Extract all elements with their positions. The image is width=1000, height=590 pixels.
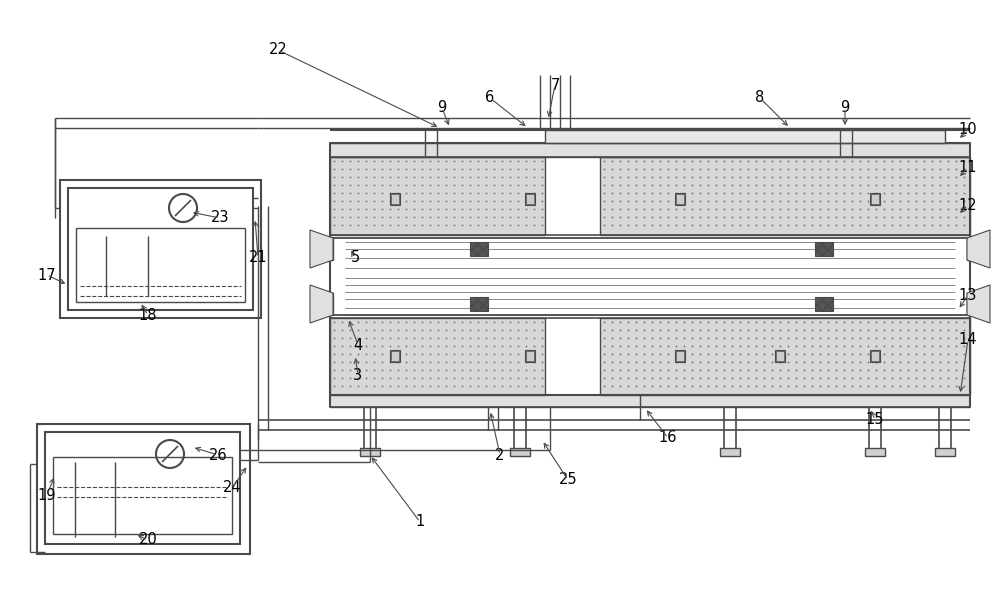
- Text: 9: 9: [840, 100, 850, 116]
- Bar: [37, 424, 250, 554]
- Bar: [76, 228, 245, 302]
- Text: 2: 2: [495, 447, 505, 463]
- Bar: [390, 193, 400, 205]
- Bar: [870, 193, 880, 205]
- Bar: [526, 351, 534, 361]
- Bar: [676, 194, 684, 204]
- Text: 16: 16: [659, 431, 677, 445]
- Text: 11: 11: [959, 160, 977, 175]
- Text: 10: 10: [959, 123, 977, 137]
- Bar: [676, 351, 684, 361]
- Bar: [391, 351, 399, 361]
- Text: 23: 23: [211, 211, 229, 225]
- Text: 5: 5: [350, 251, 360, 266]
- Bar: [871, 194, 879, 204]
- Text: 4: 4: [353, 337, 363, 352]
- Bar: [776, 351, 784, 361]
- Text: 22: 22: [269, 42, 287, 57]
- Text: 6: 6: [485, 90, 495, 106]
- Bar: [391, 194, 399, 204]
- Text: 26: 26: [209, 447, 227, 463]
- Bar: [870, 350, 880, 362]
- Bar: [775, 350, 785, 362]
- Bar: [315, 238, 333, 260]
- Bar: [865, 448, 885, 456]
- Bar: [470, 242, 488, 256]
- Bar: [675, 350, 685, 362]
- Bar: [330, 395, 970, 407]
- Bar: [871, 351, 879, 361]
- Bar: [315, 293, 333, 315]
- Bar: [525, 193, 535, 205]
- Bar: [935, 448, 955, 456]
- Text: 17: 17: [38, 267, 56, 283]
- Bar: [525, 350, 535, 362]
- Polygon shape: [967, 285, 990, 323]
- Text: 14: 14: [959, 333, 977, 348]
- Bar: [967, 238, 985, 260]
- Text: 3: 3: [353, 368, 363, 382]
- Polygon shape: [967, 230, 990, 268]
- Bar: [510, 448, 530, 456]
- Text: 15: 15: [866, 412, 884, 428]
- Text: 24: 24: [223, 480, 241, 496]
- Text: 20: 20: [139, 533, 157, 548]
- Polygon shape: [310, 285, 333, 323]
- Text: 9: 9: [437, 100, 447, 116]
- Bar: [68, 188, 253, 310]
- Bar: [815, 242, 833, 256]
- Bar: [330, 143, 970, 157]
- Text: 25: 25: [559, 473, 577, 487]
- Text: 1: 1: [415, 514, 425, 529]
- Bar: [815, 297, 833, 311]
- Bar: [545, 130, 945, 143]
- Bar: [330, 157, 545, 235]
- Bar: [330, 318, 545, 395]
- Bar: [390, 350, 400, 362]
- Text: 12: 12: [959, 198, 977, 212]
- Bar: [600, 157, 970, 235]
- Text: 8: 8: [755, 90, 765, 106]
- Text: 18: 18: [139, 307, 157, 323]
- Bar: [60, 180, 261, 318]
- Text: 13: 13: [959, 287, 977, 303]
- Bar: [470, 297, 488, 311]
- Polygon shape: [310, 230, 333, 268]
- Bar: [600, 318, 970, 395]
- Bar: [360, 448, 380, 456]
- Bar: [53, 457, 232, 534]
- Bar: [675, 193, 685, 205]
- Bar: [720, 448, 740, 456]
- Text: 19: 19: [38, 487, 56, 503]
- Text: 7: 7: [550, 77, 560, 93]
- Bar: [967, 293, 985, 315]
- Bar: [526, 194, 534, 204]
- Text: 21: 21: [249, 251, 267, 266]
- Bar: [45, 432, 240, 544]
